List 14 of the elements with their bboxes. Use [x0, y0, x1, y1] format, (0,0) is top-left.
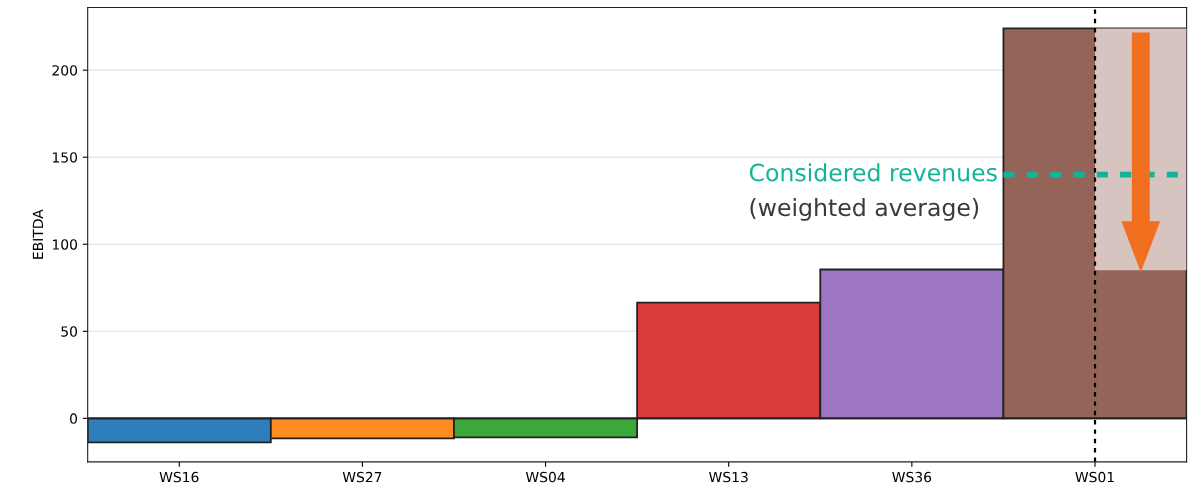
ref-line-label: Considered revenues	[749, 163, 997, 182]
y-tick-label: 0	[70, 413, 78, 424]
y-tick-label: 150	[52, 152, 78, 163]
x-tick-label: WS13	[709, 471, 748, 483]
x-tick-label: WS01	[1075, 471, 1114, 483]
x-tick-label: WS27	[342, 471, 382, 483]
y-tick-label: 50	[61, 326, 78, 337]
y-tick-label: 100	[52, 239, 78, 250]
y-axis-title: EBITDA	[32, 209, 43, 259]
x-tick-label: WS16	[159, 471, 199, 483]
x-tick-label: WS04	[525, 471, 565, 483]
annotation: (weighted average)	[750, 198, 979, 221]
y-tick-label: 200	[52, 65, 78, 76]
x-tick-label: WS36	[892, 471, 932, 483]
